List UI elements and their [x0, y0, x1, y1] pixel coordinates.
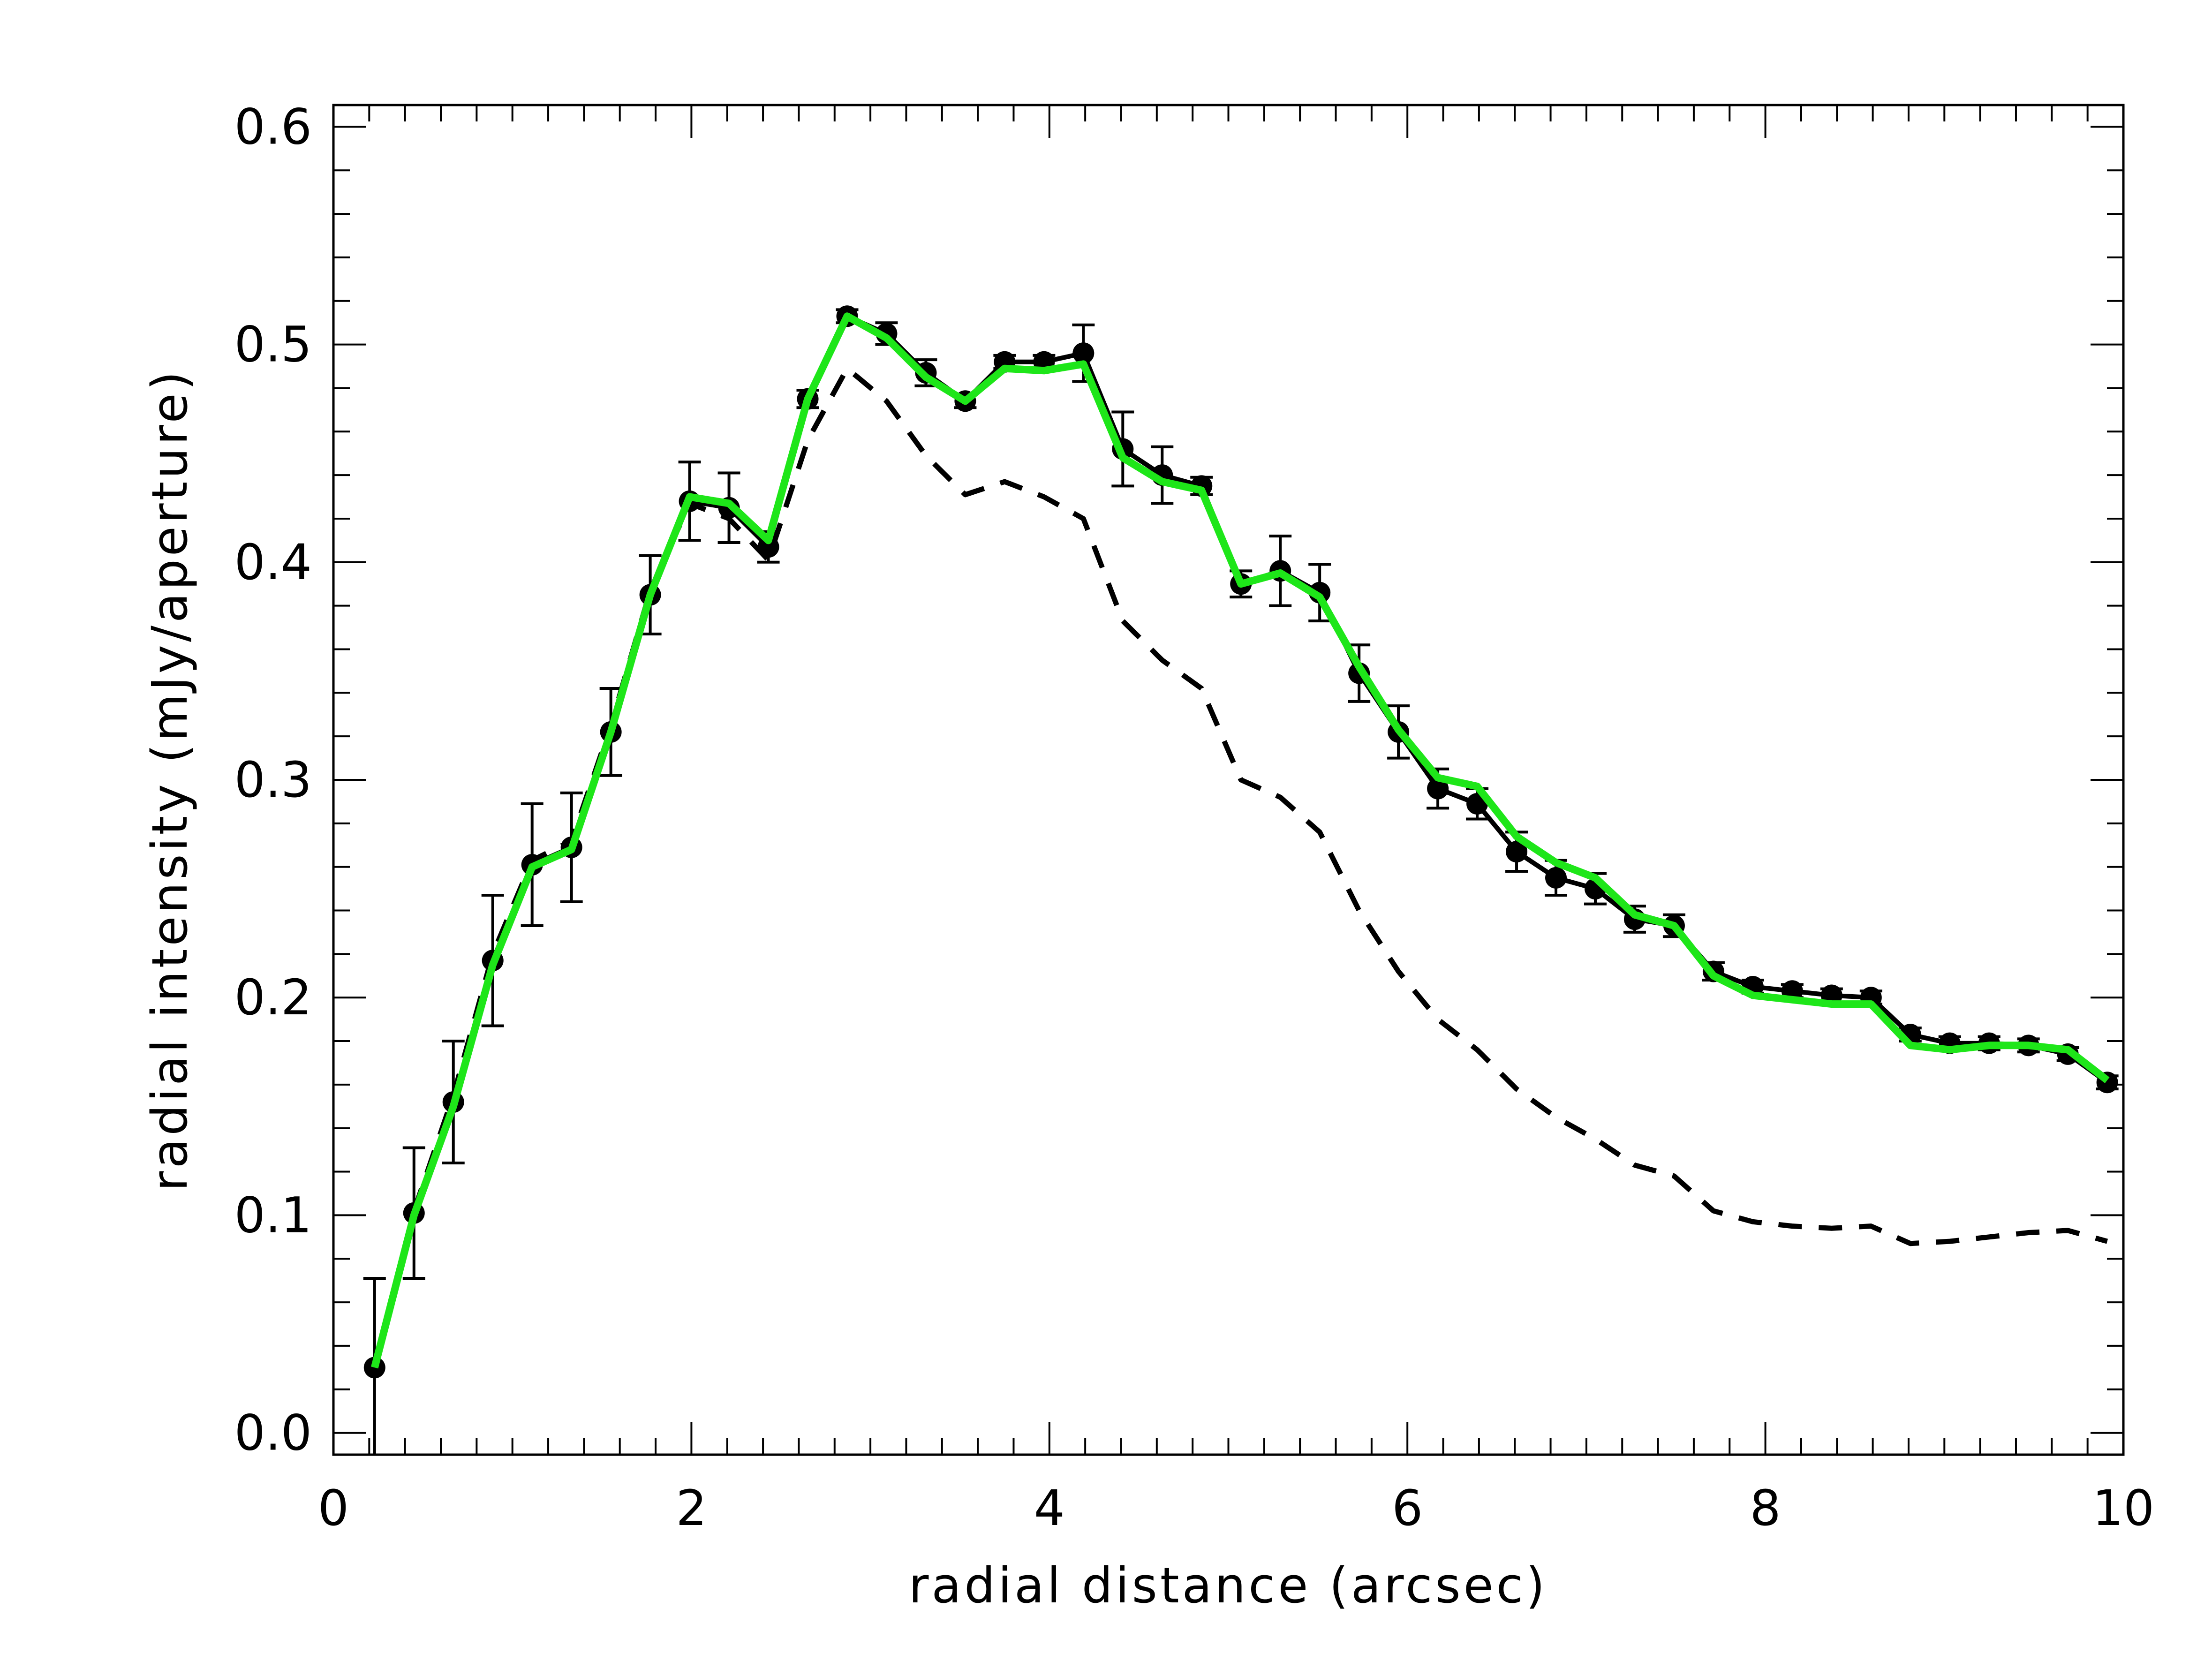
data-point — [1506, 841, 1528, 863]
x-tick-label: 8 — [1750, 1480, 1781, 1537]
data-point — [757, 536, 779, 558]
x-tick-label: 4 — [1034, 1480, 1065, 1537]
data-point — [1072, 342, 1095, 364]
data-point — [1545, 867, 1567, 889]
data-point — [363, 1357, 385, 1379]
x-tick-label: 2 — [676, 1480, 707, 1537]
y-tick-label: 0.0 — [234, 1404, 312, 1462]
x-tick-label: 10 — [2092, 1480, 2154, 1537]
y-tick-label: 0.5 — [234, 316, 312, 373]
x-axis-label: radial distance (arcsec) — [909, 1557, 1548, 1614]
y-tick-label: 0.1 — [234, 1186, 312, 1244]
plot-frame — [332, 104, 2125, 1456]
y-tick-label: 0.3 — [234, 751, 312, 808]
y-axis-label: radial intensity (mJy/aperture) — [141, 369, 198, 1191]
series-green-line — [371, 312, 2110, 1369]
axis-tick-labels: 0 2 4 6 8 10 0.0 0.1 0.2 0.3 0.4 0.5 0.6 — [234, 98, 2155, 1537]
x-tick-label: 6 — [1392, 1480, 1423, 1537]
data-point — [1427, 778, 1449, 800]
x-tick-label: 0 — [318, 1480, 349, 1537]
plot-series — [363, 305, 2119, 1455]
y-tick-label: 0.4 — [234, 534, 312, 591]
y-tick-label: 0.6 — [234, 98, 312, 155]
y-tick-label: 0.2 — [234, 969, 312, 1026]
